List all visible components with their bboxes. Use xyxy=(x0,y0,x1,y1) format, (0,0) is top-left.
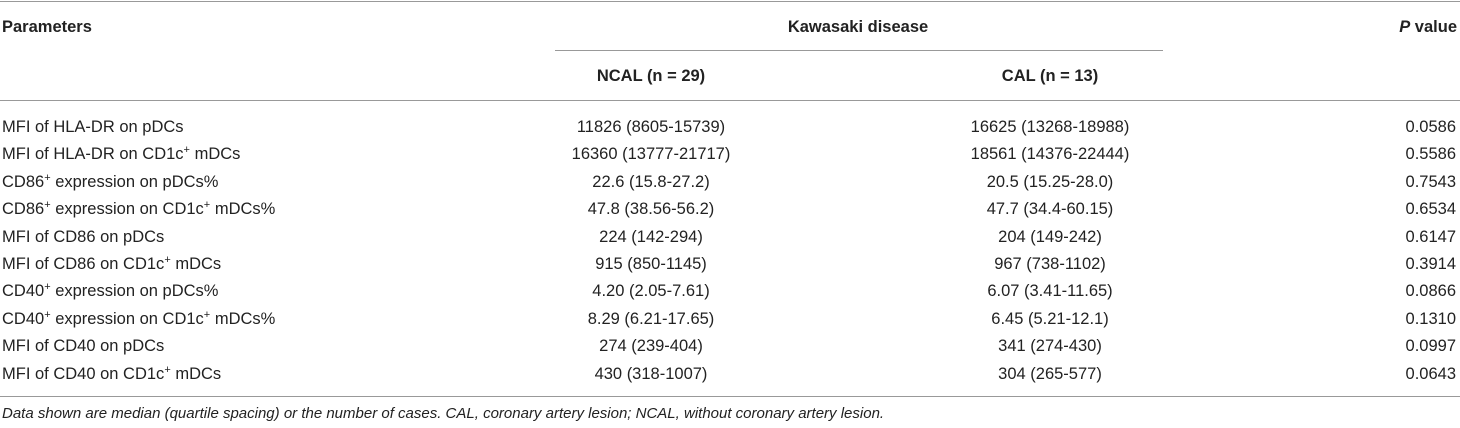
text: mDCs% xyxy=(210,200,276,219)
text: MFI of CD40 on CD1c xyxy=(2,364,165,383)
ncal-cell: 8.29 (6.21-17.65) xyxy=(587,309,715,328)
cal-cell: 967 (738-1102) xyxy=(994,255,1106,273)
header-group: Kawasaki disease xyxy=(787,18,929,36)
cal-cell: 18561 (14376-22444) xyxy=(970,145,1130,164)
cal-cell: 204 (149-242) xyxy=(998,227,1102,246)
p-value-cell: 0.0866 xyxy=(1405,282,1456,301)
row-parameter: MFI of CD40 on CD1c+ mDCs xyxy=(2,364,221,384)
superscript: + xyxy=(44,308,51,321)
cal-cell: 16625 (13268-18988) xyxy=(970,118,1130,136)
superscript: + xyxy=(44,171,51,184)
p-value-cell: 0.7543 xyxy=(1405,172,1456,191)
text: MFI of CD86 on pDCs xyxy=(2,227,165,246)
row-parameter: MFI of CD40 on pDCs xyxy=(2,336,164,356)
p-value-cell: 0.0586 xyxy=(1405,118,1456,136)
superscript: + xyxy=(164,363,171,376)
text: expression on CD1c xyxy=(50,200,204,219)
superscript: + xyxy=(44,199,51,212)
superscript: + xyxy=(203,308,211,321)
p-value-cell: 0.6147 xyxy=(1405,227,1456,246)
ncal-cell: 11826 (8605-15739) xyxy=(576,118,726,136)
text: MFI of HLA-DR on pDCs xyxy=(2,118,184,136)
ncal-cell: 47.8 (38.56-56.2) xyxy=(587,200,715,219)
bottom-rule xyxy=(0,396,1460,397)
text: expression on pDCs% xyxy=(50,282,219,301)
ncal-cell: 16360 (13777-21717) xyxy=(571,145,731,164)
cal-cell: 20.5 (15.25-28.0) xyxy=(986,172,1114,191)
text: mDCs xyxy=(189,145,241,164)
row-parameter: MFI of HLA-DR on pDCs xyxy=(2,117,184,137)
superscript: + xyxy=(164,254,171,266)
row-parameter: MFI of CD86 on CD1c+ mDCs xyxy=(2,254,221,274)
row-parameter: MFI of CD86 on pDCs xyxy=(2,227,164,247)
cal-cell: 304 (265-577) xyxy=(998,364,1102,383)
ncal-cell: 274 (239-404) xyxy=(599,337,703,356)
cal-cell: 6.45 (5.21-12.1) xyxy=(991,309,1109,328)
text: mDCs xyxy=(170,364,222,383)
text: MFI of HLA-DR on CD1c xyxy=(2,145,184,164)
superscript: + xyxy=(203,199,211,212)
text: value xyxy=(1410,18,1457,36)
ncal-cell: 915 (850-1145) xyxy=(595,255,707,273)
cal-cell: 6.07 (3.41-11.65) xyxy=(987,282,1113,301)
footnote: Data shown are median (quartile spacing)… xyxy=(2,405,885,422)
text: expression on pDCs% xyxy=(50,172,219,191)
text: CD86 xyxy=(2,200,45,219)
italic-text: P xyxy=(1399,18,1411,36)
header-rule xyxy=(0,100,1460,101)
p-value-cell: 0.0643 xyxy=(1405,364,1456,383)
p-value-cell: 0.0997 xyxy=(1405,337,1456,356)
text: mDCs xyxy=(170,255,222,273)
cal-cell: 47.7 (34.4-60.15) xyxy=(986,200,1114,219)
text: expression on CD1c xyxy=(50,309,204,328)
header-parameters: Parameters xyxy=(2,18,92,36)
row-parameter: CD40+ expression on pDCs% xyxy=(2,281,218,301)
top-rule xyxy=(0,1,1460,2)
row-parameter: CD86+ expression on CD1c+ mDCs% xyxy=(2,199,275,219)
ncal-cell: 4.20 (2.05-7.61) xyxy=(592,282,710,301)
p-value-cell: 0.6534 xyxy=(1405,200,1456,219)
header-p-value: P value xyxy=(1399,17,1457,37)
row-parameter: CD40+ expression on CD1c+ mDCs% xyxy=(2,309,275,329)
text: mDCs% xyxy=(210,309,276,328)
ncal-cell: 22.6 (15.8-27.2) xyxy=(592,172,710,191)
p-value-cell: 0.3914 xyxy=(1405,255,1456,273)
superscript: + xyxy=(183,144,190,157)
ncal-cell: 430 (318-1007) xyxy=(594,364,708,383)
text: MFI of CD40 on pDCs xyxy=(2,337,165,356)
group-rule xyxy=(555,50,1163,51)
p-value-cell: 0.1310 xyxy=(1405,309,1456,328)
header-cal: CAL (n = 13) xyxy=(1001,67,1099,85)
header-ncal: NCAL (n = 29) xyxy=(596,67,706,85)
p-value-cell: 0.5586 xyxy=(1405,145,1456,164)
text: CD40 xyxy=(2,282,45,301)
superscript: + xyxy=(44,281,51,294)
row-parameter: MFI of HLA-DR on CD1c+ mDCs xyxy=(2,144,240,164)
text: MFI of CD86 on CD1c xyxy=(2,255,165,273)
ncal-cell: 224 (142-294) xyxy=(599,227,703,246)
row-parameter: CD86+ expression on pDCs% xyxy=(2,172,218,192)
cal-cell: 341 (274-430) xyxy=(998,337,1102,356)
text: CD86 xyxy=(2,172,45,191)
text: CD40 xyxy=(2,309,45,328)
